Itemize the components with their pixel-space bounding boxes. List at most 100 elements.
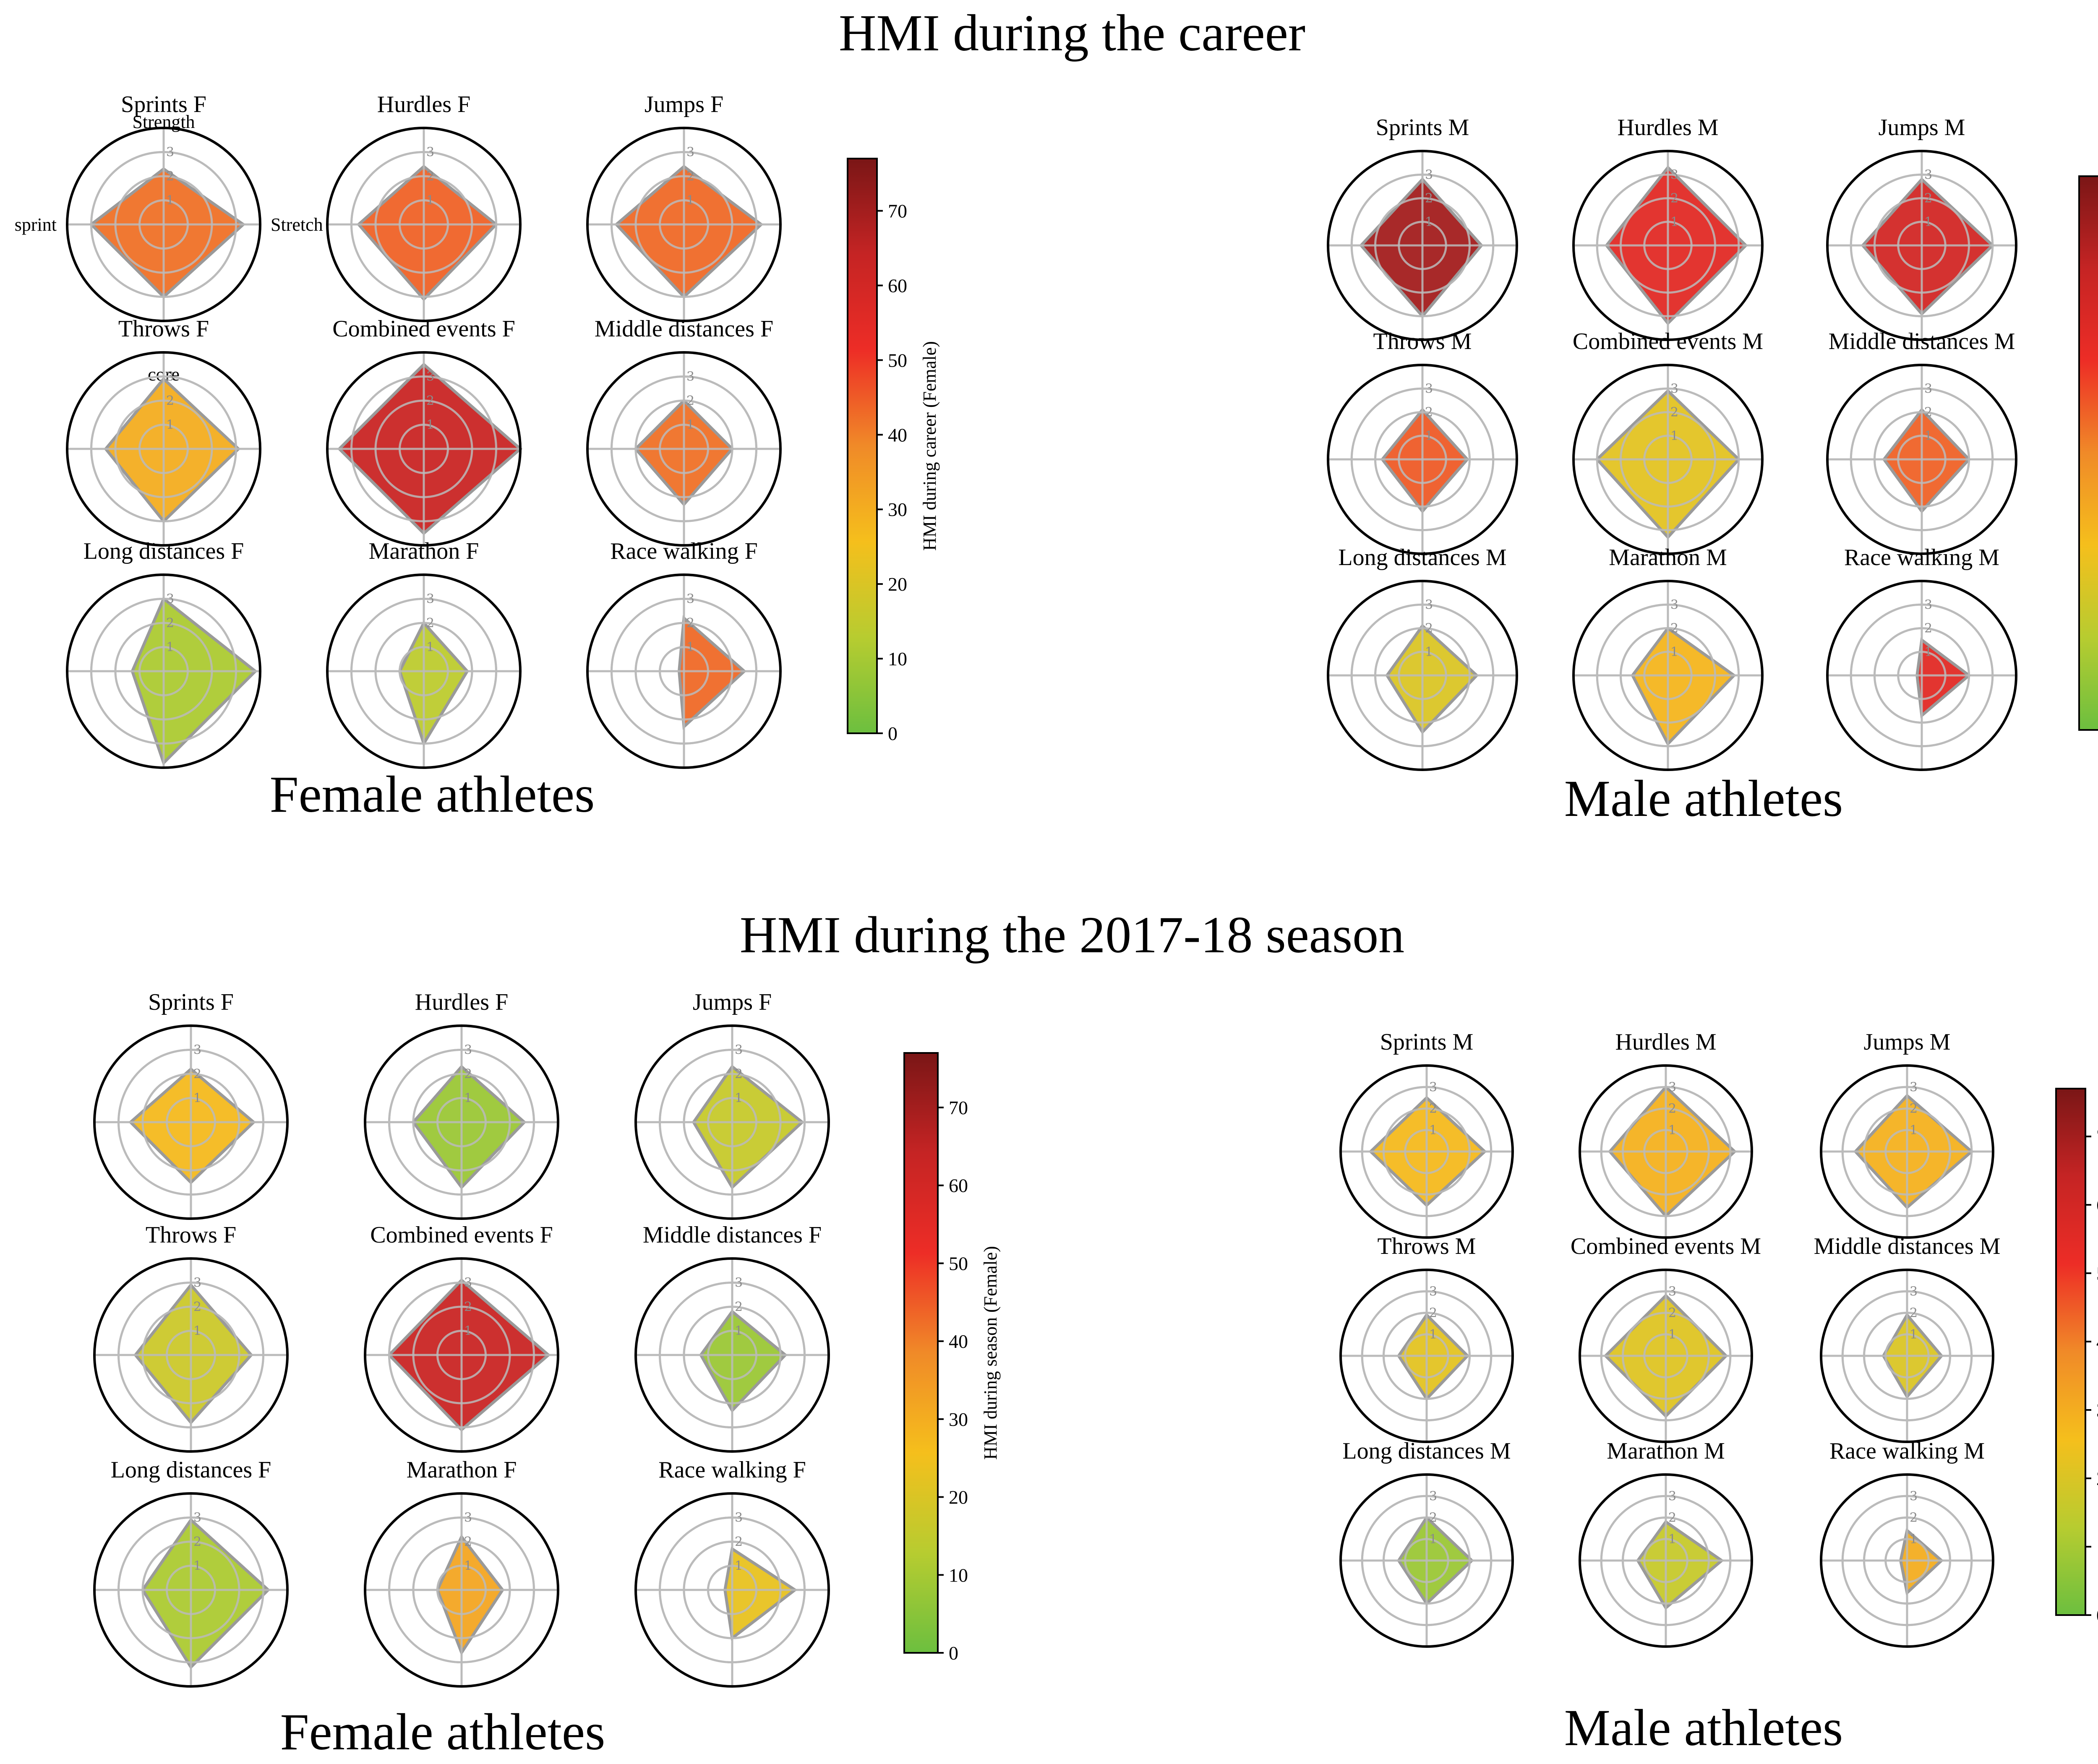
radial-tick-label: 2 (464, 1300, 472, 1314)
colorbar-tick-label: 70 (2096, 1126, 2098, 1147)
radar-hurdles-f: 1 2 3 Hurdles F (326, 91, 522, 322)
radial-tick-label: 2 (1670, 191, 1678, 206)
colorbar-gradient (847, 158, 878, 734)
radial-tick-label: 2 (1910, 1102, 1918, 1116)
panel-season-female: 1 2 3 Sprints F 1 2 3 Hurdles F 1 2 3 Jumps F 1 2 3 Thr… (93, 989, 830, 1688)
radial-tick-label: 2 (735, 1300, 743, 1314)
radar-frame (1339, 1473, 1514, 1648)
radial-tick-label: 2 (1425, 405, 1433, 420)
radial-tick-label: 1 (1668, 1532, 1676, 1547)
radial-tick-label: 3 (1425, 597, 1433, 612)
radar-middle-distances-m: 1 2 3 Middle distances M (1814, 1233, 2000, 1443)
radial-tick-label: 2 (1429, 1511, 1437, 1525)
radar-title: Throws M (1378, 1233, 1476, 1259)
radar-middle-distances-f: 1 2 3 Middle distances F (586, 316, 782, 547)
radar-frame (586, 127, 782, 322)
radar-title: Middle distances M (1829, 328, 2015, 354)
radial-tick-label: 3 (735, 1043, 743, 1058)
colorbar-season-female: 0 10 20 30 40 50 60 70 HMI during season (Female… (903, 1052, 1001, 1664)
radial-tick-label: 1 (1425, 645, 1433, 659)
radial-tick-label: 2 (1910, 1511, 1918, 1525)
career-male-footer: Male athletes (1564, 770, 1843, 827)
colorbar-tick-label: 20 (888, 573, 907, 595)
radar-throws-m: 1 2 3 Throws M (1339, 1233, 1514, 1443)
radial-tick-label: 1 (193, 1324, 201, 1339)
radar-combined-events-f: 1 2 3 Combined events F (364, 1222, 559, 1453)
radial-tick-label: 1 (1910, 1123, 1918, 1138)
radial-tick-label: 3 (1924, 381, 1932, 396)
radar-polygon (356, 164, 498, 302)
radar-sprints-f: 1 2 3 Sprints F (93, 989, 289, 1220)
radial-tick-label: 3 (166, 370, 174, 384)
radar-title: Long distances M (1338, 545, 1506, 571)
radar-jumps-m: 1 2 3 Jumps M (1826, 115, 2017, 341)
radial-tick-label: 1 (193, 1091, 201, 1106)
radar-frame (1826, 364, 2017, 555)
radar-combined-events-f: 1 2 3 Combined events F (326, 316, 523, 547)
radial-tick-label: 2 (426, 393, 434, 408)
radar-marathon-f: 1 2 3 Marathon F (326, 538, 522, 769)
radar-title: Hurdles F (377, 91, 470, 117)
radar-combined-events-m: 1 2 3 Combined events M (1572, 328, 1764, 555)
radar-frame (1579, 1269, 1753, 1443)
radial-tick-label: 1 (1429, 1327, 1437, 1342)
colorbar-tick-label: 50 (949, 1253, 968, 1274)
radial-tick-label: 2 (1668, 1306, 1676, 1321)
radar-frame (66, 127, 261, 322)
radial-tick-label: 1 (464, 1091, 472, 1106)
colorbar-label: HMI during career (Female) (919, 341, 940, 551)
axis-label-strength: Strength (132, 112, 195, 132)
radial-tick-label: 2 (1670, 621, 1678, 636)
radial-tick-label: 3 (1670, 597, 1678, 612)
radial-tick-label: 2 (464, 1067, 472, 1081)
radar-title: Long distances F (84, 538, 244, 564)
radar-title: Marathon M (1607, 1438, 1725, 1464)
colorbar-tick-label: 40 (888, 424, 907, 446)
radar-jumps-f: 1 2 3 Jumps F (634, 989, 830, 1220)
radar-throws-f: 1 2 3 Throws F (66, 316, 261, 547)
radial-tick-label: 3 (464, 1276, 472, 1290)
radar-frame (1572, 150, 1764, 341)
radar-jumps-m: 1 2 3 Jumps M (1820, 1029, 1994, 1239)
radial-tick-label: 1 (1924, 215, 1932, 229)
radar-frame (364, 1257, 559, 1453)
radar-polygon (128, 1067, 256, 1185)
radar-marathon-f: 1 2 3 Marathon F (364, 1457, 559, 1688)
radial-tick-label: 3 (426, 145, 434, 160)
radar-title: Jumps M (1864, 1029, 1951, 1055)
radial-tick-label: 3 (686, 370, 694, 384)
radar-title: Marathon F (369, 538, 479, 564)
radar-polygon (1359, 177, 1484, 319)
radar-title: Sprints F (148, 989, 234, 1015)
radial-tick-label: 1 (1670, 429, 1678, 443)
radar-throws-f: 1 2 3 Throws F (93, 1222, 289, 1453)
radar-title: Combined events F (370, 1222, 553, 1248)
radar-title: Marathon F (407, 1457, 517, 1483)
radial-tick-label: 3 (686, 592, 694, 607)
radial-tick-label: 3 (464, 1511, 472, 1525)
radial-tick-label: 2 (426, 169, 434, 184)
radial-tick-label: 1 (735, 1559, 743, 1574)
radial-tick-label: 1 (1668, 1327, 1676, 1342)
radial-tick-label: 3 (1429, 1284, 1437, 1299)
radar-title: Combined events M (1571, 1233, 1761, 1259)
radial-tick-label: 3 (686, 145, 694, 160)
colorbar-label: HMI during season (Female) (980, 1246, 1001, 1460)
radar-frame (1327, 580, 1518, 771)
radial-tick-label: 3 (1668, 1080, 1676, 1094)
radar-race-walking-m: 1 2 3 Race walking M (1820, 1438, 1994, 1648)
radial-tick-label: 2 (193, 1067, 201, 1081)
radar-frame (586, 573, 782, 769)
radar-sprints-m: 1 2 3 Sprints M (1327, 115, 1518, 341)
radar-frame (1820, 1064, 1994, 1239)
radar-frame (1579, 1064, 1753, 1239)
radar-title: Throws F (118, 316, 209, 342)
radial-tick-label: 3 (426, 370, 434, 384)
radial-tick-label: 2 (1668, 1102, 1676, 1116)
colorbar-tick-label: 30 (2096, 1399, 2098, 1421)
radar-polygon (699, 1309, 788, 1413)
